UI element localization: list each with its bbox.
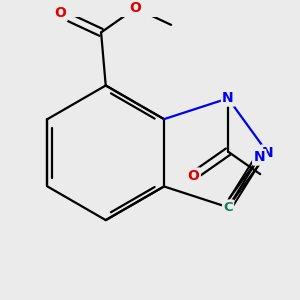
Text: N: N — [254, 150, 265, 164]
Text: O: O — [188, 169, 200, 183]
Text: C: C — [223, 201, 233, 214]
Text: O: O — [55, 6, 66, 20]
Text: O: O — [130, 1, 142, 15]
Text: N: N — [262, 146, 273, 160]
Text: N: N — [222, 91, 234, 105]
